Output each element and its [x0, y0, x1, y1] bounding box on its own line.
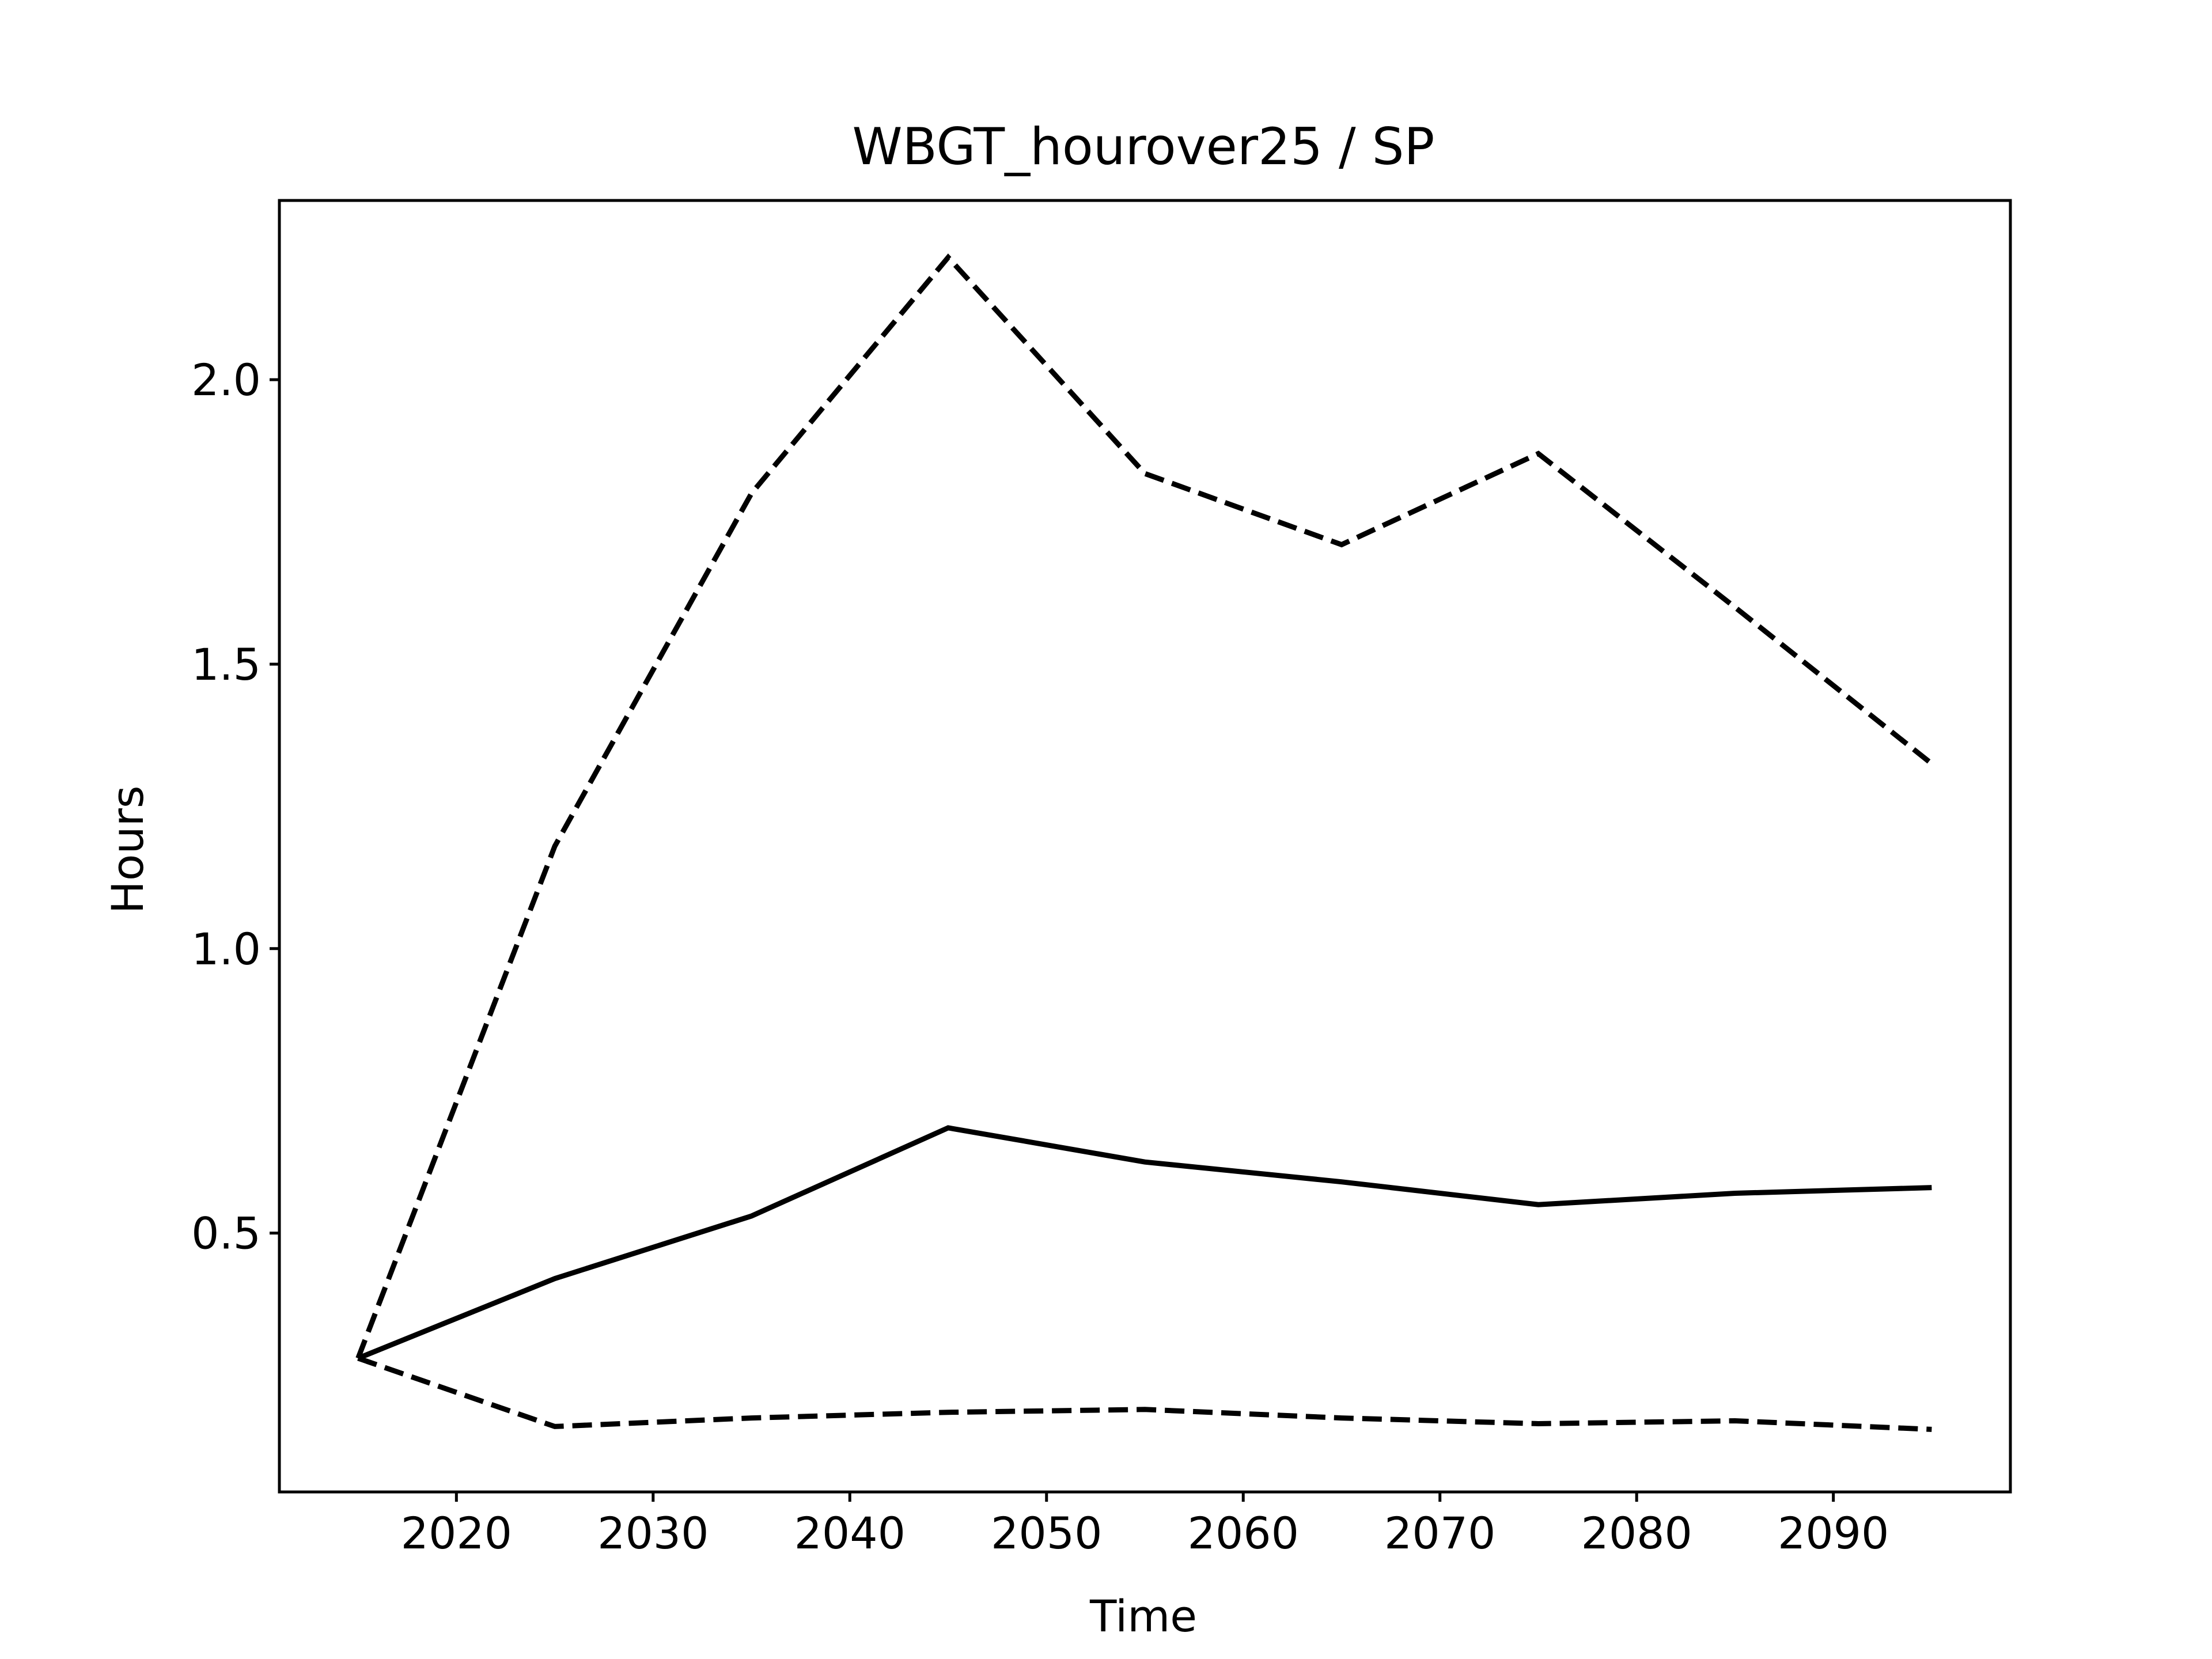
x-tick-label: 2050 [991, 1508, 1102, 1559]
y-tick-label: 1.0 [191, 923, 261, 975]
x-tick-label: 2080 [1581, 1508, 1692, 1559]
chart-title: WBGT_hourover25 / SP [852, 117, 1434, 176]
series-line-3 [357, 1355, 1932, 1432]
series-line-1 [357, 1125, 1932, 1361]
x-tick-label: 2060 [1188, 1508, 1299, 1559]
series-layer [355, 253, 1934, 1432]
plot-area-frame [278, 199, 2012, 1494]
x-axis-label: Time [1089, 1590, 1197, 1642]
y-axis-label: Hours [102, 786, 153, 914]
y-axis-ticks: 0.5 1.0 1.5 2.0 [191, 354, 279, 1259]
x-tick-label: 2020 [401, 1508, 512, 1559]
series-line-2 [355, 253, 1934, 1359]
x-tick-label: 2040 [794, 1508, 906, 1559]
x-axis-ticks: 2020 2030 2040 2050 2060 2070 2080 2090 [401, 1492, 1889, 1559]
x-tick-label: 2030 [597, 1508, 709, 1559]
x-tick-label: 2090 [1778, 1508, 1889, 1559]
y-tick-label: 1.5 [191, 639, 261, 690]
y-tick-label: 2.0 [191, 354, 261, 406]
x-tick-label: 2070 [1384, 1508, 1495, 1559]
y-tick-label: 0.5 [191, 1208, 261, 1259]
